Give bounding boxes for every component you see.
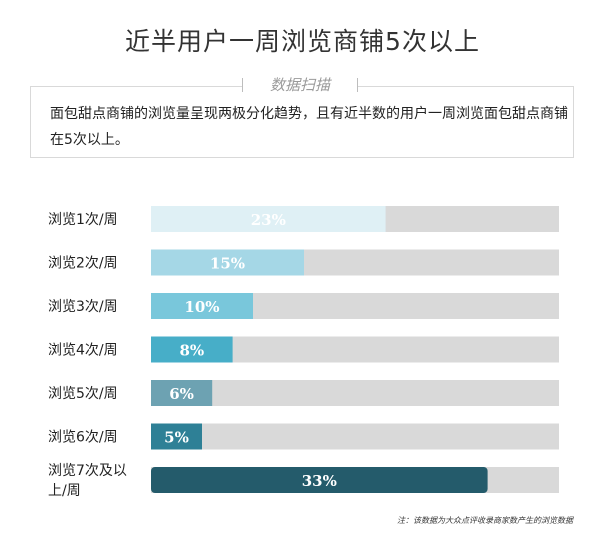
bar-value-label: 33%: [302, 472, 337, 490]
footnote: 注：该数据为大众点评收录商家数产生的浏览数据: [397, 516, 573, 525]
category-label: 浏览5次/周: [48, 386, 118, 402]
horizontal-bar-chart: 23% 浏览1次/周 15% 浏览2次/周 10% 浏览3次/周 8% 浏览4次/周 6% 浏览5…: [48, 206, 559, 499]
category-label: 浏览3次/周: [48, 299, 118, 315]
bar: [151, 467, 488, 493]
bar: [151, 380, 213, 406]
bar-value-label: 5%: [164, 429, 189, 447]
bar: [151, 336, 233, 363]
category-label: 浏览6次/周: [48, 430, 118, 446]
summary-text: 面包甜点商铺的浏览量呈现两极分化趋势，且有近半数的用户一周浏览面包甜点商铺在5次…: [50, 106, 568, 148]
bar-value-label: 8%: [179, 342, 204, 360]
bar: [151, 249, 304, 276]
bar: [151, 206, 386, 232]
bar-value-label: 23%: [251, 211, 286, 229]
bar-value-label: 15%: [210, 255, 245, 273]
bar: [151, 293, 253, 319]
bar: [151, 423, 202, 450]
page-title: 近半用户一周浏览商铺5次以上: [125, 27, 480, 56]
category-label: 浏览2次/周: [48, 256, 118, 272]
category-label: 浏览1次/周: [48, 212, 118, 228]
bar-value-label: 6%: [169, 385, 194, 403]
bar-track: [151, 423, 559, 450]
summary-box-label: 数据扫描: [242, 72, 358, 98]
bar-value-label: 10%: [184, 298, 219, 316]
category-label: 浏览7次及以上/周: [48, 463, 127, 499]
bar-track: [151, 380, 559, 406]
category-label: 浏览4次/周: [48, 343, 118, 359]
